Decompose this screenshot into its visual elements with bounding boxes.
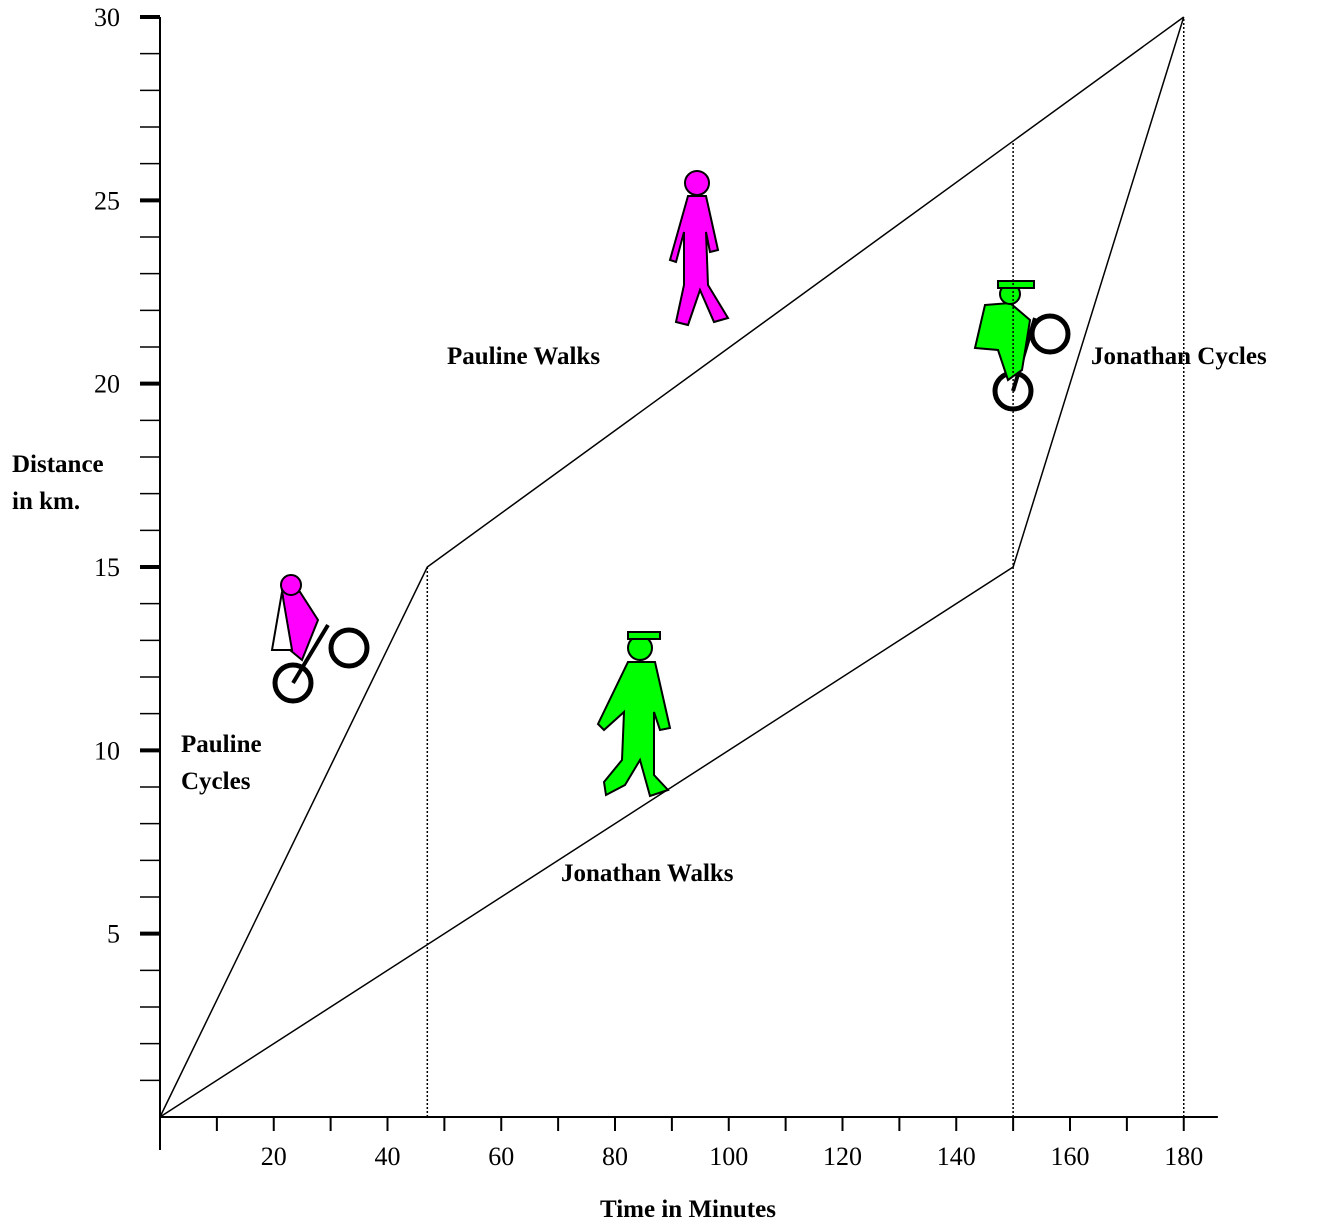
annotation: Jonathan Cycles (1091, 343, 1267, 370)
y-tick-label: 15 (94, 553, 120, 582)
x-axis-title: Time in Minutes (600, 1196, 776, 1223)
x-tick-label: 140 (937, 1142, 976, 1171)
y-tick-label: 5 (107, 920, 120, 949)
x-tick-label: 160 (1051, 1142, 1090, 1171)
pauline-walking-icon (670, 171, 728, 325)
x-tick-label: 20 (261, 1142, 287, 1171)
x-tick-label: 120 (823, 1142, 862, 1171)
x-tick-label: 60 (488, 1142, 514, 1171)
annotation: Jonathan Walks (561, 860, 734, 887)
annotation: Cycles (181, 768, 251, 795)
series-line (160, 17, 1184, 1117)
jonathan-walking-icon (598, 632, 670, 796)
y-tick-label: 30 (94, 3, 120, 32)
x-tick-label: 180 (1164, 1142, 1203, 1171)
y-tick-label: 20 (94, 370, 120, 399)
pauline-cycling-icon (272, 575, 367, 701)
annotation: Pauline Walks (447, 343, 600, 370)
y-axis-title: Distance (12, 451, 104, 478)
y-tick-label: 25 (94, 186, 120, 215)
y-axis-title: in km. (12, 488, 80, 515)
annotation: Pauline (181, 731, 262, 758)
x-tick-label: 40 (375, 1142, 401, 1171)
chart: 5 10 15 20 25 30 20 40 60 80 100 120 140 160 180 Paulin… (0, 0, 1317, 1227)
x-tick-label: 80 (602, 1142, 628, 1171)
jonathan-cycling-icon (975, 281, 1068, 409)
series-line (160, 17, 1184, 1117)
y-tick-label: 10 (94, 736, 120, 765)
x-tick-label: 100 (709, 1142, 748, 1171)
